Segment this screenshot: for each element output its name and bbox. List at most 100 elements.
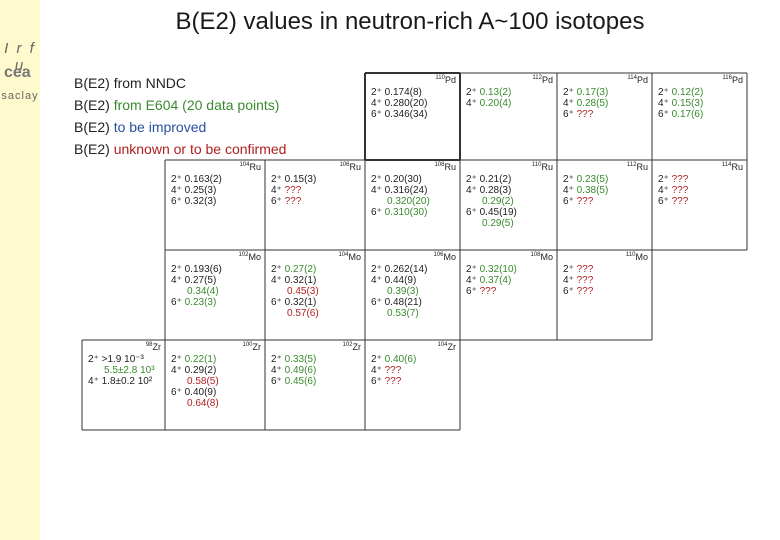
- transition-list: 2⁺ 0.32(10) 4⁺ 0.37(4) 6⁺ ???: [466, 264, 517, 297]
- transition-row: 6⁺ ???: [466, 286, 517, 297]
- be2-value: ???: [479, 286, 497, 297]
- legend-text: from NNDC: [113, 75, 187, 91]
- transition-row: 4⁺ 0.316(24): [371, 185, 430, 196]
- nuclide-label: 110Ru: [532, 160, 553, 173]
- transition-row: 0.29(5): [466, 218, 517, 229]
- element-symbol: Ru: [444, 162, 456, 172]
- transition-row: 4⁺ ???: [371, 365, 416, 376]
- be2-value: 0.32(1): [284, 297, 317, 308]
- be2-value: 0.32(3): [184, 196, 217, 207]
- nuclide-label: 112Ru: [627, 160, 648, 173]
- be2-value: 0.29(5): [482, 218, 514, 229]
- element-symbol: Zr: [352, 342, 362, 352]
- transition-row: 6⁺ 0.17(6): [658, 109, 703, 120]
- legend-prefix: B(E2): [74, 97, 114, 113]
- transition-row: 4⁺ 0.38(5): [563, 185, 608, 196]
- nuclide-label: 112Pd: [532, 73, 553, 86]
- transition-row: 2⁺ 0.32(10): [466, 264, 517, 275]
- transition-row: 6⁺ 0.40(9): [171, 387, 219, 398]
- spin-label: 6⁺: [271, 297, 282, 308]
- nuclide-label: 106Mo: [433, 250, 456, 263]
- transition-row: 2⁺ ???: [563, 264, 593, 275]
- transition-row: 2⁺ 0.20(30): [371, 174, 430, 185]
- be2-value: ???: [284, 196, 302, 207]
- spin-label: 6⁺: [371, 376, 382, 387]
- cea-logo: cea: [4, 64, 31, 81]
- transition-list: 2⁺ 0.12(2) 4⁺ 0.15(3) 6⁺ 0.17(6): [658, 87, 703, 120]
- transition-row: 4⁺ 0.32(1): [271, 275, 319, 286]
- spin-label: 4⁺: [171, 365, 182, 376]
- mass-number: 102: [238, 252, 249, 258]
- transition-row: 6⁺ 0.32(3): [171, 196, 222, 207]
- spin-label: 4⁺: [466, 98, 477, 109]
- be2-value: 0.15(3): [284, 174, 317, 185]
- spin-label: 2⁺: [466, 264, 477, 275]
- nuclide-label: 104Ru: [239, 160, 261, 173]
- nuclide-cell-ru108: 108Ru 2⁺ 0.20(30) 4⁺ 0.316(24) 0.320(20) 6⁺ …: [365, 160, 456, 250]
- be2-value: 0.25(3): [184, 185, 217, 196]
- spin-label: 2⁺: [171, 354, 182, 365]
- nuclide-cell-ru104: 104Ru 2⁺ 0.163(2) 4⁺ 0.25(3) 6⁺ 0.32(3): [165, 160, 261, 250]
- nuclide-label: 116Pd: [722, 73, 743, 86]
- spin-label: 6⁺: [371, 207, 382, 218]
- transition-row: 6⁺ 0.23(3): [171, 297, 222, 308]
- nuclide-cell-ru110: 110Ru 2⁺ 0.21(2) 4⁺ 0.28(3) 0.29(2) 6⁺ 0.45(…: [460, 160, 553, 250]
- be2-value: >1.9 10⁻³: [101, 354, 144, 365]
- element-symbol: Mo: [635, 252, 648, 262]
- transition-row: 2⁺ 0.21(2): [466, 174, 517, 185]
- spin-label: 6⁺: [271, 196, 282, 207]
- be2-value: 0.29(2): [482, 196, 514, 207]
- be2-value: 0.310(30): [384, 207, 428, 218]
- legend-text: from E604 (20 data points): [113, 97, 280, 113]
- transition-row: 2⁺ 0.163(2): [171, 174, 222, 185]
- element-symbol: Ru: [636, 162, 648, 172]
- nuclide-cell-zr98: 98Zr 2⁺ >1.9 10⁻³ 5.5±2.8 10³ 4⁺ 1.8±0.2 10…: [82, 340, 161, 430]
- element-symbol: Mo: [443, 252, 456, 262]
- mass-number: 116: [722, 75, 732, 81]
- be2-value: 0.346(34): [384, 109, 428, 120]
- mass-number: 114: [627, 75, 637, 81]
- nuclide-cell-pd114: 114Pd 2⁺ 0.17(3) 4⁺ 0.28(5) 6⁺ ???: [557, 73, 648, 160]
- be2-value: 0.23(3): [184, 297, 217, 308]
- be2-value: ???: [576, 275, 594, 286]
- legend-prefix: B(E2): [74, 75, 114, 91]
- spin-label: 6⁺: [171, 387, 182, 398]
- be2-value: 0.280(20): [384, 98, 428, 109]
- be2-value: 0.45(6): [284, 376, 317, 387]
- transition-list: 2⁺ 0.21(2) 4⁺ 0.28(3) 0.29(2) 6⁺ 0.45(19) 0.…: [466, 174, 517, 229]
- spin-label: 2⁺: [563, 174, 574, 185]
- spin-label: 2⁺: [658, 174, 669, 185]
- mass-number: 104: [338, 252, 349, 258]
- spin-label: 4⁺: [466, 185, 477, 196]
- transition-row: 6⁺ 0.310(30): [371, 207, 430, 218]
- transition-list: 2⁺ 0.33(5) 4⁺ 0.49(6) 6⁺ 0.45(6): [271, 354, 316, 387]
- element-symbol: Zr: [152, 342, 162, 352]
- transition-row: 6⁺ ???: [563, 109, 608, 120]
- transition-list: 2⁺ ??? 4⁺ ??? 6⁺ ???: [658, 174, 688, 207]
- be2-value: 0.21(2): [479, 174, 512, 185]
- transition-list: 2⁺ 0.13(2) 4⁺ 0.20(4): [466, 87, 511, 109]
- legend-item: B(E2) unknown or to be confirmed: [74, 138, 286, 160]
- transition-row: 6⁺ ???: [271, 196, 316, 207]
- be2-value: ???: [576, 196, 594, 207]
- nuclide-cell-mo108: 108Mo 2⁺ 0.32(10) 4⁺ 0.37(4) 6⁺ ???: [460, 250, 553, 340]
- nuclide-label: 100Zr: [242, 340, 261, 353]
- spin-label: 2⁺: [171, 174, 182, 185]
- nuclide-label: 102Mo: [238, 250, 261, 263]
- transition-row: 5.5±2.8 10³: [88, 365, 155, 376]
- be2-value: 0.28(3): [479, 185, 512, 196]
- transition-row: 2⁺ 0.27(2): [271, 264, 319, 275]
- transition-row: 4⁺ ???: [563, 275, 593, 286]
- spin-label: 4⁺: [371, 365, 382, 376]
- spin-label: 2⁺: [371, 264, 382, 275]
- legend-text: unknown or to be confirmed: [113, 141, 287, 157]
- nuclide-cell-mo106: 106Mo 2⁺ 0.262(14) 4⁺ 0.44(9) 0.39(3) 6⁺ 0.4…: [365, 250, 456, 340]
- spin-label: 2⁺: [466, 87, 477, 98]
- transition-row: 4⁺ 0.20(4): [466, 98, 511, 109]
- transition-row: 0.64(8): [171, 398, 219, 409]
- nuclide-cell-pd110: 110Pd 2⁺ 0.174(8) 4⁺ 0.280(20) 6⁺ 0.346(34): [365, 73, 456, 160]
- transition-row: 4⁺ ???: [658, 185, 688, 196]
- be2-value: 0.38(5): [576, 185, 609, 196]
- nuclide-label: 98Zr: [146, 340, 161, 353]
- nuclide-cell-mo102: 102Mo 2⁺ 0.193(6) 4⁺ 0.27(5) 0.34(4) 6⁺ 0.23…: [165, 250, 261, 340]
